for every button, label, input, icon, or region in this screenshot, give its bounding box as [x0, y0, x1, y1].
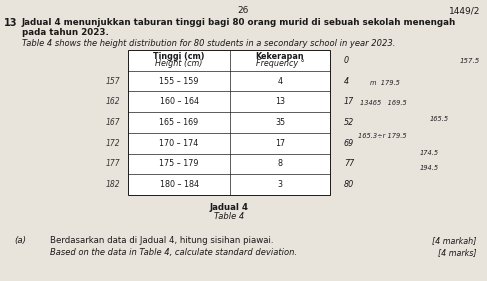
Text: Jadual 4 menunjukkan taburan tinggi bagi 80 orang murid di sebuah sekolah meneng: Jadual 4 menunjukkan taburan tinggi bagi…: [22, 18, 456, 27]
Text: 80: 80: [344, 180, 354, 189]
Text: 13: 13: [275, 97, 285, 106]
Text: [4 marks]: [4 marks]: [437, 248, 476, 257]
Text: m  179.5: m 179.5: [370, 80, 400, 86]
Text: 35: 35: [275, 118, 285, 127]
Text: Frequency °: Frequency °: [256, 59, 304, 68]
Text: 160 – 164: 160 – 164: [160, 97, 199, 106]
Text: 182: 182: [105, 180, 120, 189]
Text: 175 – 179: 175 – 179: [159, 159, 199, 168]
Text: [4 markah]: [4 markah]: [431, 236, 476, 245]
Text: 17: 17: [275, 139, 285, 148]
Text: Tinggi (cm): Tinggi (cm): [153, 52, 205, 61]
Text: Table 4: Table 4: [214, 212, 244, 221]
Text: 180 – 184: 180 – 184: [160, 180, 199, 189]
Text: 194.5: 194.5: [420, 165, 439, 171]
Text: 8: 8: [278, 159, 282, 168]
Text: 172: 172: [105, 139, 120, 148]
Text: 157.5: 157.5: [460, 58, 480, 64]
Text: 69: 69: [344, 139, 354, 148]
Text: 4: 4: [344, 76, 349, 86]
Text: 165 – 169: 165 – 169: [159, 118, 199, 127]
Text: 3: 3: [278, 180, 282, 189]
Text: Table 4 shows the height distribution for 80 students in a secondary school in y: Table 4 shows the height distribution fo…: [22, 39, 395, 48]
Text: 167: 167: [105, 118, 120, 127]
Text: 26: 26: [237, 6, 249, 15]
Text: 0: 0: [344, 56, 349, 65]
Text: 170 – 174: 170 – 174: [159, 139, 199, 148]
Text: Based on the data in Table 4, calculate standard deviation.: Based on the data in Table 4, calculate …: [50, 248, 297, 257]
Text: Berdasarkan data di Jadual 4, hitung sisihan piawai.: Berdasarkan data di Jadual 4, hitung sis…: [50, 236, 274, 245]
Text: (a): (a): [14, 236, 26, 245]
Text: 157: 157: [105, 76, 120, 86]
Text: 1449/2: 1449/2: [449, 6, 480, 15]
Text: 77: 77: [344, 159, 354, 168]
Text: 165.5: 165.5: [430, 116, 449, 122]
Bar: [128, 50, 330, 195]
Text: 13465   169.5: 13465 169.5: [360, 100, 407, 106]
Text: pada tahun 2023.: pada tahun 2023.: [22, 28, 109, 37]
Text: 162: 162: [105, 97, 120, 106]
Text: 17: 17: [344, 97, 354, 106]
Text: 155 – 159: 155 – 159: [159, 76, 199, 86]
Text: 13: 13: [4, 18, 18, 28]
Text: 174.5: 174.5: [420, 150, 439, 156]
Text: 52: 52: [344, 118, 354, 127]
Text: Jadual 4: Jadual 4: [209, 203, 248, 212]
Text: 4: 4: [278, 76, 282, 86]
Text: 177: 177: [105, 159, 120, 168]
Text: 165.3÷r 179.5: 165.3÷r 179.5: [358, 133, 407, 139]
Text: Kekerapan: Kekerapan: [256, 52, 304, 61]
Text: Height (cm): Height (cm): [155, 59, 203, 68]
